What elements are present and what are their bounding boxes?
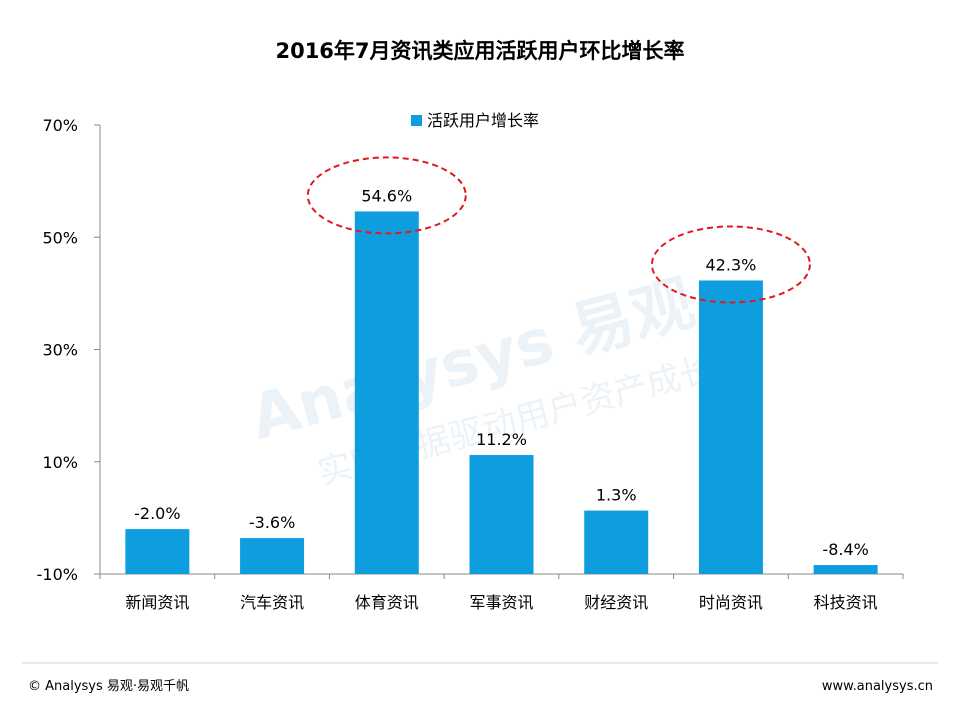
data-label: 54.6% <box>361 186 412 205</box>
y-tick-label: 30% <box>42 341 78 360</box>
y-tick-label: -10% <box>37 565 78 584</box>
data-label: 42.3% <box>706 255 757 274</box>
category-label: 科技资讯 <box>814 593 878 612</box>
data-label: -8.4% <box>822 540 868 559</box>
y-tick-label: 10% <box>42 453 78 472</box>
highlight-ellipse <box>306 156 467 235</box>
bar <box>698 280 763 574</box>
bar <box>469 455 534 574</box>
data-label: -2.0% <box>134 504 180 523</box>
category-label: 财经资讯 <box>584 593 648 612</box>
data-label: 1.3% <box>596 486 637 505</box>
bar <box>813 565 878 574</box>
bar <box>125 529 190 574</box>
bar <box>354 211 419 574</box>
footer-copyright: © Analysys 易观·易观千帆 <box>28 679 189 694</box>
highlight-ellipse <box>650 225 811 304</box>
legend-label: 活跃用户增长率 <box>427 111 539 130</box>
footer-website: www.analysys.cn <box>822 679 933 694</box>
y-ticks: 70% 50% 30% 10% -10% <box>37 116 904 584</box>
data-labels: -2.0% -3.6% 54.6% 11.2% 1.3% 42.3% -8.4% <box>134 186 869 559</box>
category-label: 时尚资讯 <box>699 593 763 612</box>
legend: 活跃用户增长率 <box>411 111 539 130</box>
y-tick-label: 70% <box>42 116 78 135</box>
category-label: 军事资讯 <box>469 593 533 612</box>
category-label: 汽车资讯 <box>240 593 304 612</box>
y-tick-label: 50% <box>42 228 78 247</box>
bars <box>125 211 878 574</box>
data-label: 11.2% <box>476 430 527 449</box>
chart-title: 2016年7月资讯类应用活跃用户环比增长率 <box>275 39 684 63</box>
legend-swatch <box>411 115 422 126</box>
category-label: 体育资讯 <box>355 593 419 612</box>
data-label: -3.6% <box>249 513 295 532</box>
bar <box>240 538 305 574</box>
bar <box>584 510 649 574</box>
highlight-ellipses <box>306 156 811 304</box>
category-labels: 新闻资讯 汽车资讯 体育资讯 军事资讯 财经资讯 时尚资讯 科技资讯 <box>125 593 877 612</box>
category-label: 新闻资讯 <box>125 593 189 612</box>
